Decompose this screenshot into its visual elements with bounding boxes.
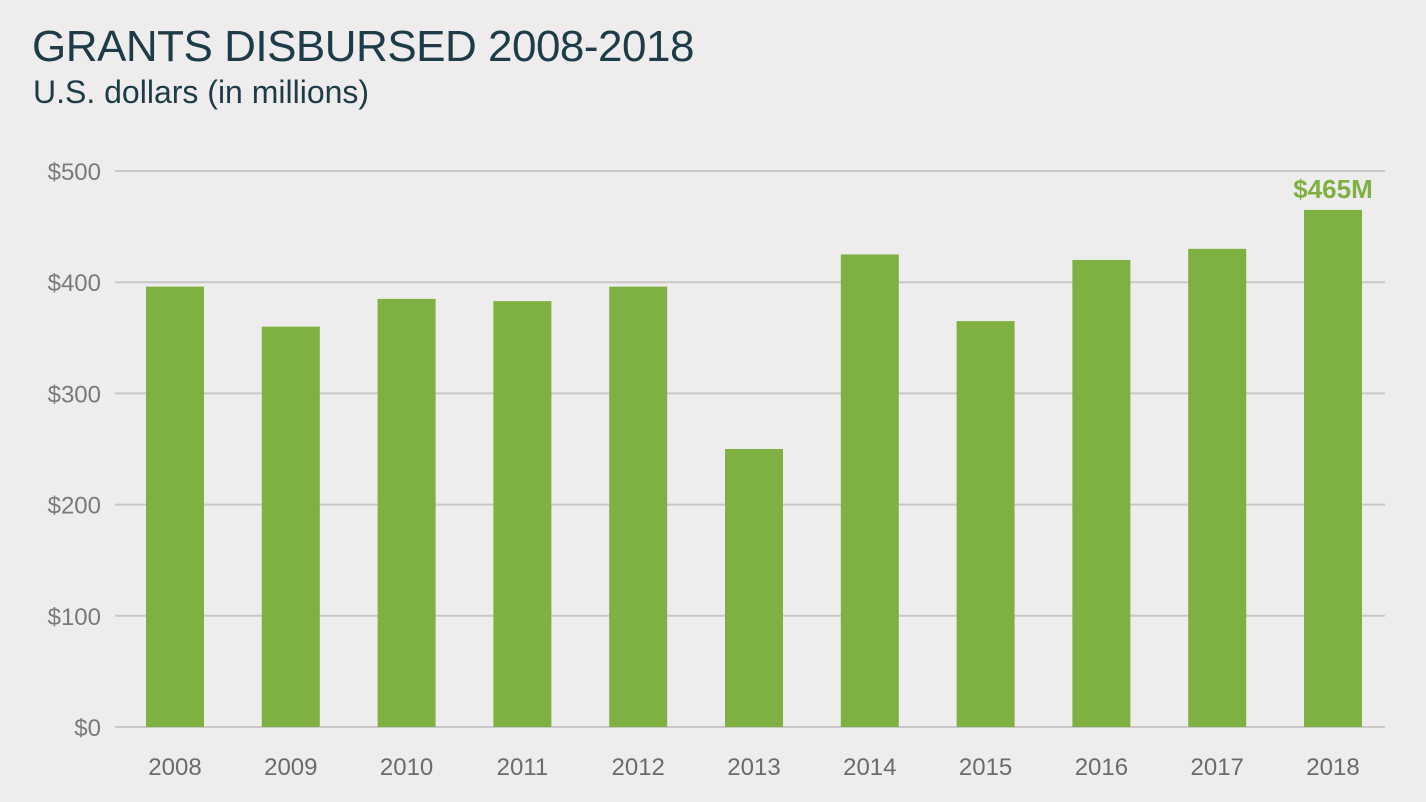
y-axis-ticks: $0 $100 $200 $300 $400 $500 — [48, 159, 101, 742]
bar-2014 — [840, 254, 899, 727]
bar-2012 — [609, 286, 668, 727]
x-tick-label: 2018 — [1306, 754, 1359, 781]
x-tick-label: 2010 — [380, 754, 433, 781]
y-tick-label: $400 — [48, 270, 101, 297]
bar-2016 — [1072, 259, 1131, 727]
bar-2008 — [146, 286, 204, 727]
value-callout: $465M — [1293, 174, 1373, 204]
x-tick-label: 2014 — [843, 754, 896, 781]
bar-2018 — [1304, 209, 1362, 728]
bar-2013 — [725, 449, 783, 727]
x-tick-label: 2013 — [727, 754, 780, 781]
bar-2010 — [377, 298, 436, 727]
x-tick-label: 2015 — [959, 754, 1012, 781]
x-axis-ticks: 2008 2009 2010 2011 2012 2013 2014 2015 2016 2017… — [148, 754, 1359, 781]
x-tick-label: 2012 — [612, 754, 665, 781]
x-tick-label: 2009 — [264, 754, 317, 781]
bar-2011 — [493, 301, 552, 727]
y-tick-label: $100 — [48, 604, 101, 631]
y-tick-label: $200 — [48, 493, 101, 520]
y-tick-label: $0 — [74, 715, 101, 742]
bars — [146, 209, 1362, 728]
bar-2009 — [261, 326, 320, 727]
bar-2017 — [1188, 248, 1247, 727]
y-tick-label: $500 — [48, 159, 101, 186]
x-tick-label: 2008 — [148, 754, 201, 781]
x-tick-label: 2016 — [1075, 754, 1128, 781]
chart-subtitle: U.S. dollars (in millions) — [33, 74, 370, 110]
x-tick-label: 2011 — [497, 754, 549, 781]
y-tick-label: $300 — [48, 381, 101, 408]
chart-title: GRANTS DISBURSED 2008-2018 — [32, 22, 694, 71]
x-tick-label: 2017 — [1191, 754, 1244, 781]
bar-2015 — [956, 321, 1015, 727]
annotations: $465M — [1293, 174, 1373, 204]
